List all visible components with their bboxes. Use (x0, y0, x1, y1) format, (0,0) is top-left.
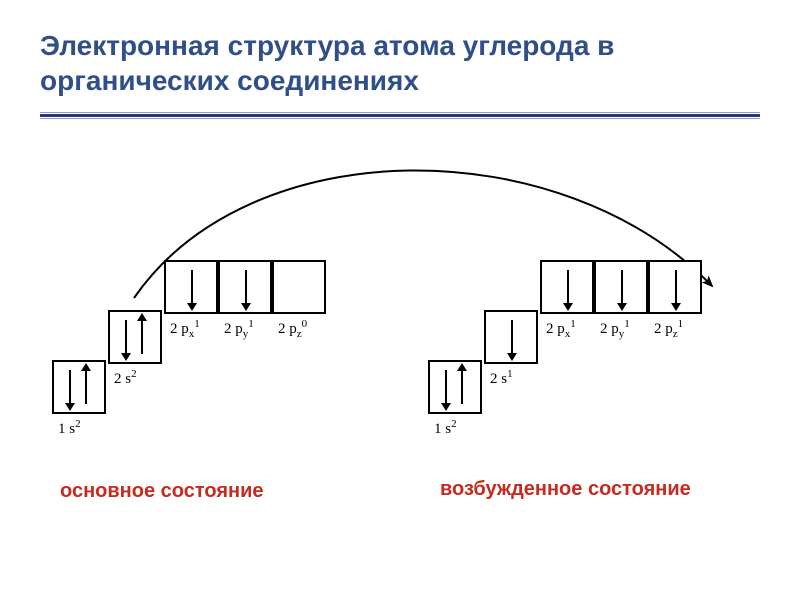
orbital-label-2s: 2 s1 (490, 368, 513, 388)
electron-arrow-down (191, 270, 193, 304)
ground-state-label: основное состояние (60, 480, 264, 503)
orbital-1s (428, 360, 482, 414)
orbital-2s (108, 310, 162, 364)
electron-arrow-down (245, 270, 247, 304)
electron-arrow-down (69, 370, 71, 404)
orbital-label-2py: 2 py1 (600, 318, 630, 340)
orbital-label-1s: 1 s2 (434, 418, 457, 438)
electron-arrow-down (567, 270, 569, 304)
electron-arrow-down (621, 270, 623, 304)
electron-arrow-down (511, 320, 513, 354)
orbital-label-2py: 2 py1 (224, 318, 254, 340)
electron-arrow-down (445, 370, 447, 404)
electron-arrow-down (675, 270, 677, 304)
orbital-label-2s: 2 s2 (114, 368, 137, 388)
electron-arrow-down (125, 320, 127, 354)
orbital-label-2px: 2 px1 (170, 318, 200, 340)
electron-arrow-up (141, 320, 143, 354)
electron-arrow-up (85, 370, 87, 404)
orbital-2pz (272, 260, 326, 314)
orbital-1s (52, 360, 106, 414)
excited-state-label: возбужденное состояние (440, 478, 691, 501)
orbital-label-1s: 1 s2 (58, 418, 81, 438)
orbital-label-2px: 2 px1 (546, 318, 576, 340)
electron-arrow-up (461, 370, 463, 404)
orbital-label-2pz: 2 pz1 (654, 318, 683, 340)
orbital-label-2pz: 2 pz0 (278, 318, 307, 340)
